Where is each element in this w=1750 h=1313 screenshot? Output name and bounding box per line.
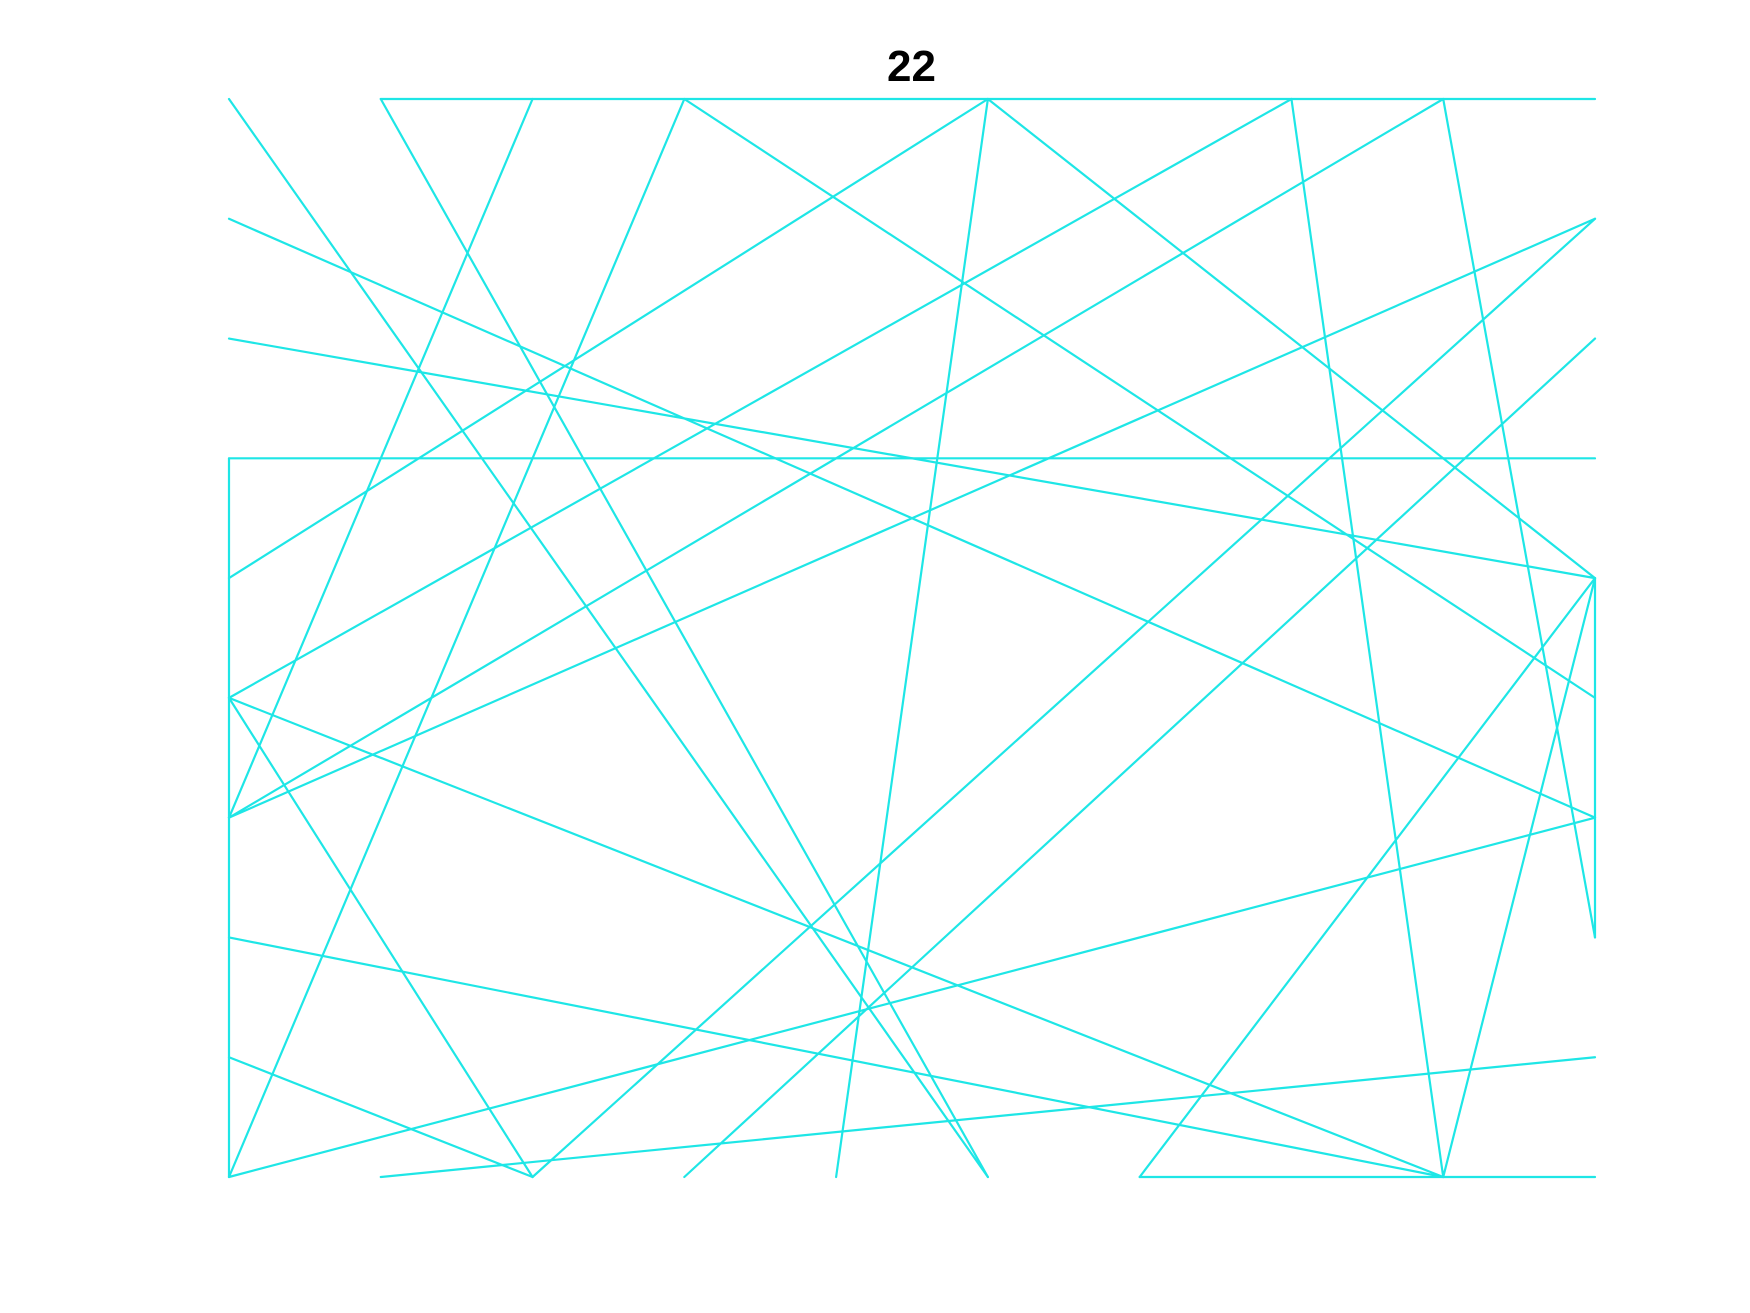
line-segment-10 xyxy=(227,97,534,819)
line-segment-22 xyxy=(683,337,1597,1179)
line-segment-7 xyxy=(227,97,1293,699)
line-segment-6 xyxy=(227,97,989,580)
line-segment-25 xyxy=(1138,577,1597,1179)
line-segment-15 xyxy=(227,97,686,1179)
line-segment-11 xyxy=(227,217,1597,819)
line-segment-16 xyxy=(227,816,1597,1179)
line-segment-27 xyxy=(1290,97,1445,1179)
line-segment-28 xyxy=(1442,97,1597,939)
line-segment-8 xyxy=(227,696,534,1179)
line-segment-18 xyxy=(379,97,989,1179)
line-segments xyxy=(227,97,1597,1179)
line-segment-1 xyxy=(227,97,989,1179)
line-segment-9 xyxy=(227,696,1445,1179)
line-segment-19 xyxy=(379,1056,1597,1179)
line-segment-24 xyxy=(986,97,1597,580)
chart-title: 22 xyxy=(887,42,936,91)
line-segment-29 xyxy=(1442,577,1597,1179)
line-segment-13 xyxy=(227,936,1445,1179)
line-segment-21 xyxy=(683,97,1597,699)
line-segment-23 xyxy=(835,97,989,1179)
line-segment-20 xyxy=(531,217,1597,1179)
line-segment-14 xyxy=(227,1056,534,1179)
